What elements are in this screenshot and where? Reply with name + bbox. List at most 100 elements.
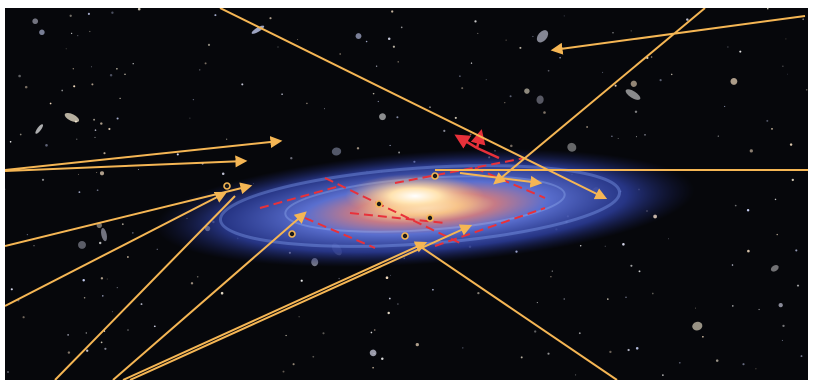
background-star bbox=[614, 84, 617, 87]
background-star bbox=[153, 325, 156, 328]
background-star bbox=[108, 127, 111, 131]
background-star bbox=[106, 278, 108, 280]
background-star bbox=[635, 136, 637, 138]
background-star bbox=[627, 348, 630, 352]
background-galaxy bbox=[770, 265, 779, 272]
background-star bbox=[519, 46, 522, 49]
background-star bbox=[509, 95, 512, 98]
background-star bbox=[550, 275, 552, 278]
background-star bbox=[292, 363, 295, 366]
background-star bbox=[731, 305, 734, 307]
background-star bbox=[563, 15, 565, 17]
background-star bbox=[94, 129, 97, 131]
background-star bbox=[121, 223, 124, 226]
background-star bbox=[373, 329, 376, 331]
background-star bbox=[575, 374, 577, 376]
background-star bbox=[461, 87, 464, 90]
background-star bbox=[89, 30, 91, 33]
background-star bbox=[90, 66, 93, 68]
background-star bbox=[771, 128, 773, 130]
background-star bbox=[397, 61, 399, 63]
background-star bbox=[98, 241, 102, 245]
background-star bbox=[300, 279, 303, 282]
background-star bbox=[94, 136, 96, 138]
background-star bbox=[41, 178, 45, 181]
background-star bbox=[116, 68, 118, 70]
background-star bbox=[477, 32, 479, 34]
background-star bbox=[69, 14, 72, 17]
background-star bbox=[607, 298, 609, 300]
background-star bbox=[119, 97, 121, 100]
background-star bbox=[18, 74, 21, 78]
background-star bbox=[9, 141, 12, 143]
background-star bbox=[102, 295, 104, 297]
background-star bbox=[131, 232, 134, 234]
background-star bbox=[5, 188, 6, 190]
background-star bbox=[312, 355, 315, 358]
background-star bbox=[785, 38, 787, 40]
background-star bbox=[204, 62, 207, 65]
background-star bbox=[324, 108, 325, 110]
background-star bbox=[10, 288, 13, 291]
background-star bbox=[379, 113, 386, 121]
background-star bbox=[49, 102, 52, 105]
star-trajectories bbox=[5, 8, 808, 380]
background-star bbox=[39, 29, 45, 36]
background-star bbox=[277, 46, 279, 48]
background-star bbox=[24, 85, 28, 89]
background-star bbox=[630, 80, 637, 87]
background-star bbox=[269, 17, 272, 20]
background-star bbox=[758, 308, 760, 311]
background-star bbox=[33, 245, 35, 247]
background-star bbox=[392, 45, 395, 48]
galaxy-illustration bbox=[5, 8, 808, 380]
background-star bbox=[795, 249, 798, 252]
background-star bbox=[787, 73, 789, 75]
background-star bbox=[520, 356, 523, 359]
background-star bbox=[100, 341, 103, 344]
star-markers bbox=[223, 172, 439, 240]
background-star bbox=[365, 40, 368, 43]
background-star bbox=[612, 32, 614, 34]
background-star bbox=[634, 110, 638, 114]
background-star bbox=[91, 83, 94, 86]
background-star bbox=[132, 63, 134, 65]
background-star bbox=[298, 316, 300, 318]
background-star bbox=[339, 53, 342, 55]
background-star bbox=[389, 274, 391, 276]
background-star bbox=[622, 243, 625, 246]
background-star bbox=[241, 83, 244, 86]
background-star bbox=[19, 133, 22, 136]
background-star bbox=[99, 171, 105, 176]
background-star bbox=[686, 18, 689, 21]
background-star bbox=[61, 89, 64, 92]
background-star bbox=[190, 282, 194, 285]
background-star bbox=[796, 284, 800, 287]
background-star bbox=[176, 153, 179, 156]
background-galaxy bbox=[369, 349, 377, 357]
background-star bbox=[338, 277, 340, 280]
background-star bbox=[543, 111, 546, 114]
background-star bbox=[73, 85, 76, 88]
background-star bbox=[82, 278, 85, 282]
background-star bbox=[372, 366, 374, 369]
background-star bbox=[504, 102, 506, 104]
background-star bbox=[192, 98, 195, 101]
background-star bbox=[578, 332, 581, 335]
background-galaxy bbox=[625, 89, 641, 100]
background-star bbox=[109, 74, 113, 77]
background-star bbox=[370, 331, 373, 334]
background-star bbox=[432, 288, 434, 291]
background-galaxy bbox=[101, 228, 107, 242]
background-star bbox=[802, 18, 805, 21]
background-star bbox=[189, 117, 191, 119]
background-star bbox=[285, 334, 287, 337]
background-star bbox=[715, 359, 719, 362]
background-star bbox=[281, 93, 283, 96]
background-star bbox=[207, 43, 211, 47]
background-star bbox=[389, 144, 391, 146]
background-star bbox=[93, 118, 96, 121]
background-star bbox=[156, 248, 158, 250]
background-galaxy bbox=[567, 142, 577, 152]
background-star bbox=[100, 122, 103, 125]
